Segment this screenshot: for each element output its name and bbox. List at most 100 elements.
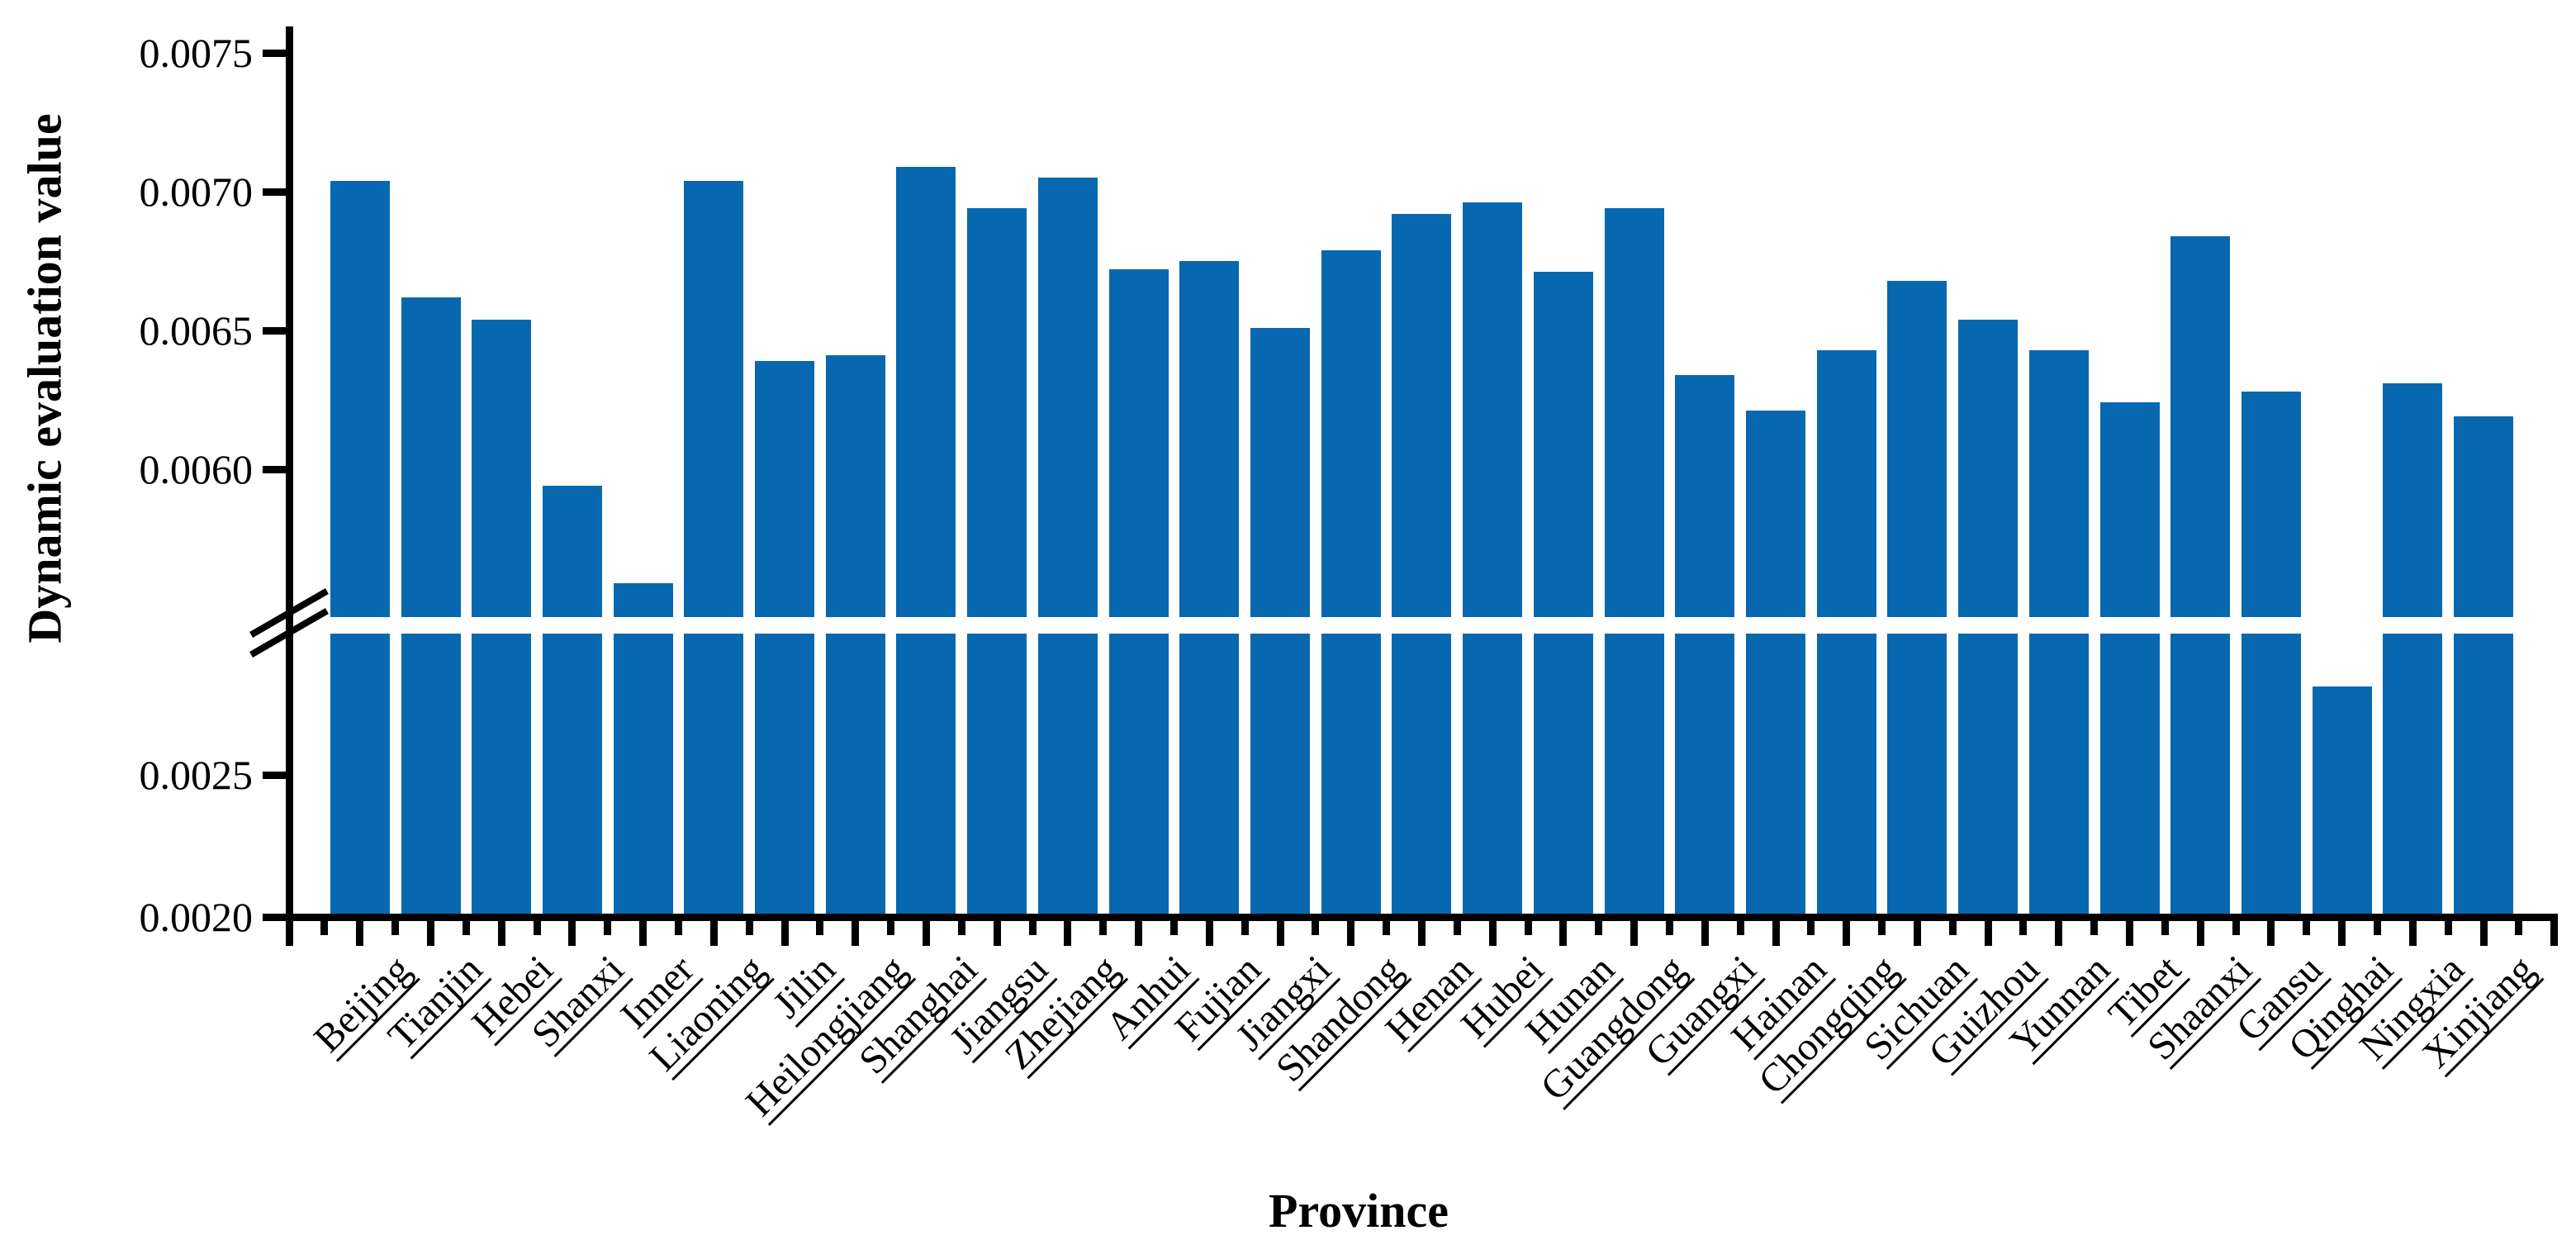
x-tick-major: [2126, 921, 2134, 946]
x-tick-minor: [1241, 921, 1249, 935]
bar-lower-segment: [472, 634, 532, 917]
bar-lower-segment: [1179, 634, 1240, 917]
bar-upper-segment: [1250, 327, 1311, 617]
x-tick-minor: [1524, 921, 1532, 935]
bar-lower-segment: [330, 634, 390, 917]
bar-upper-segment: [472, 319, 532, 617]
x-tick-minor: [2232, 921, 2240, 935]
bar-upper-segment: [2028, 349, 2089, 617]
x-tick-major: [2479, 921, 2488, 946]
x-tick-major: [639, 921, 648, 946]
bar-lower-segment: [1321, 634, 1381, 917]
x-tick-minor: [1878, 921, 1886, 935]
x-tick-minor: [2090, 921, 2099, 935]
bar-lower-segment: [1037, 634, 1098, 917]
bar-lower-segment: [2028, 634, 2089, 917]
bar-upper-segment: [2099, 402, 2160, 617]
bar-upper-segment: [1179, 261, 1240, 617]
x-tick-major: [2338, 921, 2346, 946]
bar-lower-segment: [684, 634, 744, 917]
x-tick-major: [356, 921, 364, 946]
y-tick: [263, 913, 286, 921]
bar-upper-segment: [684, 180, 744, 617]
bar-upper-segment: [896, 166, 956, 617]
bar-upper-segment: [1887, 280, 1947, 617]
x-tick-major: [780, 921, 789, 946]
x-tick-major: [2408, 921, 2417, 946]
x-tick-major: [2550, 921, 2559, 946]
x-tick-minor: [745, 921, 753, 935]
x-axis-line: [286, 914, 2558, 921]
y-tick: [263, 465, 286, 473]
x-tick-minor: [462, 921, 470, 935]
bar-lower-segment: [1392, 634, 1452, 917]
bar-lower-segment: [2170, 634, 2231, 917]
x-tick-major: [1417, 921, 1426, 946]
y-tick: [263, 326, 286, 335]
bar-lower-segment: [1746, 634, 1805, 917]
bar-lower-segment: [2383, 634, 2443, 917]
y-tick-label: 0.0070: [139, 169, 254, 215]
y-axis-line: [286, 26, 293, 921]
x-tick-minor: [320, 921, 329, 935]
bar-lower-segment: [1604, 634, 1664, 917]
bar-lower-segment: [825, 634, 885, 917]
y-tick-label: 0.0075: [139, 30, 254, 76]
bar-lower-segment: [755, 634, 815, 917]
x-tick-major: [922, 921, 930, 946]
bar-lower-segment: [401, 634, 461, 917]
x-tick-major: [852, 921, 860, 946]
x-tick-major: [427, 921, 434, 946]
x-tick-minor: [2161, 921, 2169, 935]
x-tick-major: [1064, 921, 1072, 946]
bar-lower-segment: [2454, 634, 2514, 917]
x-tick-minor: [887, 921, 895, 935]
x-tick-major: [497, 921, 505, 946]
bar-upper-segment: [755, 360, 815, 617]
bar-lower-segment: [967, 634, 1027, 917]
bar-lower-segment: [2312, 686, 2372, 917]
bar-upper-segment: [1321, 249, 1381, 617]
x-axis-title: Province: [1269, 1184, 1449, 1237]
bar-lower-segment: [2241, 634, 2301, 917]
bar-upper-segment: [2454, 416, 2514, 617]
y-tick: [263, 188, 286, 196]
x-tick-major: [993, 921, 1001, 946]
x-tick-major: [1276, 921, 1284, 946]
y-tick-label: 0.0020: [139, 894, 254, 940]
bar-lower-segment: [896, 634, 956, 917]
x-tick-major: [1559, 921, 1568, 946]
x-tick-minor: [604, 921, 612, 935]
bar-upper-segment: [1392, 213, 1452, 617]
x-tick-minor: [674, 921, 682, 935]
x-tick-major: [1843, 921, 1851, 946]
bar-lower-segment: [1887, 634, 1947, 917]
x-tick-major: [1984, 921, 1992, 946]
bar-upper-segment: [401, 297, 461, 617]
bar-upper-segment: [1746, 411, 1805, 617]
x-tick-minor: [2374, 921, 2382, 935]
x-tick-major: [2196, 921, 2204, 946]
bar-lower-segment: [1816, 634, 1876, 917]
bar-upper-segment: [542, 486, 602, 617]
x-tick-minor: [2444, 921, 2452, 935]
x-tick-major: [1347, 921, 1355, 946]
bar-upper-segment: [2170, 235, 2231, 617]
x-tick-major: [568, 921, 576, 946]
bar-upper-segment: [2383, 382, 2443, 617]
x-tick-minor: [1595, 921, 1603, 935]
y-tick: [263, 771, 286, 779]
x-tick-major: [1630, 921, 1639, 946]
x-tick-minor: [1665, 921, 1673, 935]
bar-upper-segment: [967, 208, 1027, 617]
x-tick-major: [1772, 921, 1780, 946]
x-tick-major: [1701, 921, 1709, 946]
bar-upper-segment: [825, 355, 885, 617]
bar-upper-segment: [1816, 349, 1876, 617]
x-tick-minor: [391, 921, 400, 935]
x-tick-major: [1488, 921, 1497, 946]
x-tick-minor: [1807, 921, 1815, 935]
x-tick-minor: [1453, 921, 1461, 935]
bar-lower-segment: [613, 634, 673, 917]
